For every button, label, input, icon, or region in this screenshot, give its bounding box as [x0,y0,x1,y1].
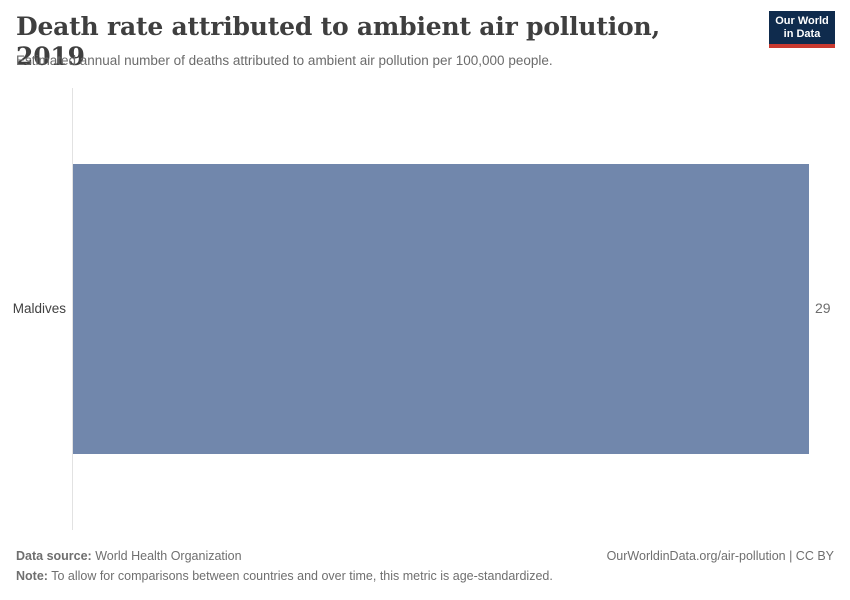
data-source-label: Data source: [16,549,92,563]
owid-logo[interactable]: Our World in Data [769,11,835,48]
entity-label-maldives: Maldives [12,301,66,316]
note-value: To allow for comparisons between countri… [47,569,553,583]
owid-logo-line2: in Data [783,28,821,40]
data-source-value: World Health Organization [91,549,242,563]
bar-value-label: 29 [815,300,831,316]
owid-logo-line1: Our World [775,15,829,27]
bar-maldives[interactable] [73,164,809,454]
chart-title: Death rate attributed to ambient air pol… [16,12,660,71]
data-source-line: Data source: World Health Organization [16,548,242,565]
chart-subtitle: Estimated annual number of deaths attrib… [16,53,553,68]
y-axis-line [72,88,73,530]
owid-license-link[interactable]: OurWorldinData.org/air-pollution | CC BY [606,549,834,563]
note-line: Note: To allow for comparisons between c… [16,568,716,585]
note-label: Note: [16,569,48,583]
